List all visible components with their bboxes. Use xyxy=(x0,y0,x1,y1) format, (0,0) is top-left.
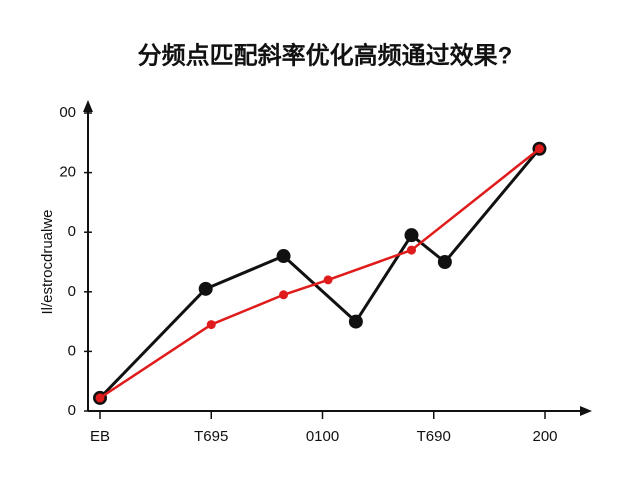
data-point xyxy=(534,144,544,154)
data-point xyxy=(206,320,216,330)
x-tick-label: EB xyxy=(90,428,110,445)
data-point xyxy=(404,228,419,243)
data-point xyxy=(95,393,105,403)
data-point xyxy=(437,255,452,269)
data-point xyxy=(279,290,289,300)
y-tick-label: 20 xyxy=(59,164,76,181)
y-tick-label: 00 xyxy=(59,104,76,121)
y-tick-label: 0 xyxy=(68,283,76,300)
series-line xyxy=(99,147,541,399)
data-point xyxy=(348,314,363,329)
x-tick-label: T690 xyxy=(417,428,451,445)
data-point xyxy=(407,245,416,255)
x-tick-label: 200 xyxy=(532,428,557,445)
x-tick-label: T695 xyxy=(194,428,228,445)
y-tick-label: 0 xyxy=(68,402,76,419)
x-arrow xyxy=(580,406,592,416)
y-axis-title: Il/estrocdrualwe xyxy=(39,209,56,314)
y-tick-label: 0 xyxy=(68,223,76,240)
series-line xyxy=(98,147,541,399)
y-tick-label: 0 xyxy=(68,342,76,359)
y-arrow xyxy=(83,100,93,112)
chart-title: 分频点匹配斜率优化高频通过效果? xyxy=(138,41,513,69)
data-point xyxy=(198,281,213,296)
data-point xyxy=(323,275,333,285)
data-point xyxy=(276,249,291,264)
x-tick-label: 0100 xyxy=(306,428,339,445)
